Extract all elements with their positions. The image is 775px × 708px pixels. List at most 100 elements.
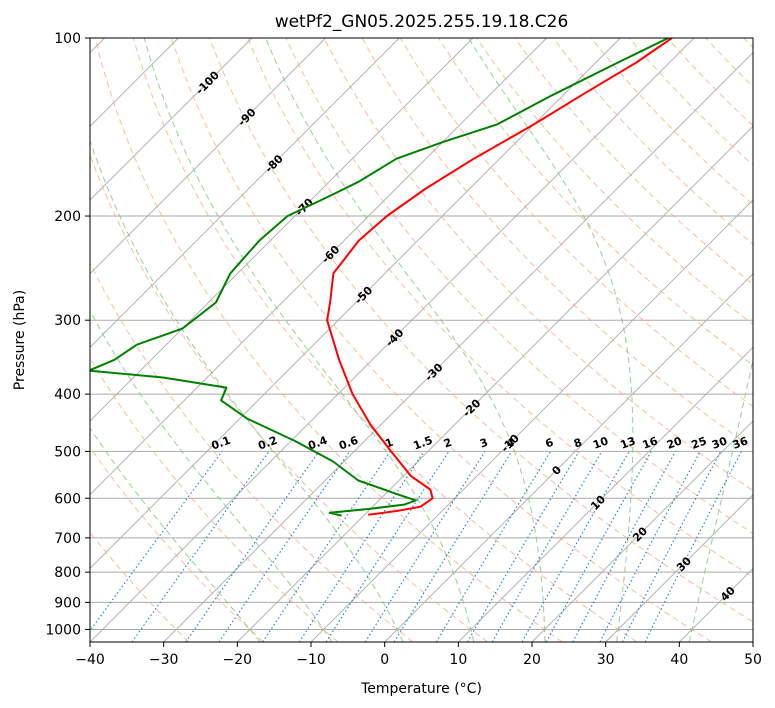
plot-frame: [89, 37, 754, 643]
x-tick-label: 50: [744, 652, 762, 668]
isotherm-label: 40: [718, 584, 738, 604]
isotherm-line: [90, 38, 474, 422]
mixing-ratio-labels: 0.1 0.2 0.4 0.6 1 1.5 2 3 4 6 8 10 13 16 20 25 30 36: [210, 434, 750, 453]
x-axis-label: Temperature (°C): [360, 681, 482, 697]
mixing-ratio-line: [393, 451, 513, 642]
dry-adiabat-line: [90, 531, 190, 642]
mixing-ratio-line: [131, 451, 270, 642]
mixing-ratio-label: 2: [442, 436, 454, 451]
moist-adiabat-line: [143, 38, 475, 642]
dry-adiabat-line: [323, 38, 753, 492]
y-tick-label: 800: [54, 565, 81, 581]
isobar-lines: [90, 38, 753, 630]
isotherm-line: [90, 38, 400, 348]
isotherm-label: 10: [588, 493, 608, 513]
y-tick-label: 100: [54, 31, 81, 47]
isotherm-label: -80: [263, 152, 286, 175]
isotherm-label: -90: [235, 105, 258, 128]
isotherm-label: -20: [460, 396, 483, 419]
dry-adiabat-line: [132, 38, 638, 642]
dry-adiabat-line: [552, 38, 753, 245]
mixing-ratio-line: [644, 451, 742, 642]
mixing-ratio-label: 20: [665, 434, 684, 452]
isotherm-line: [384, 273, 753, 642]
dry-adiabat-line: [590, 38, 753, 206]
dry-adiabat-line: [90, 357, 339, 642]
chart-title: wetPf2_GN05.2025.255.19.18.C26: [275, 12, 569, 32]
isotherm-line: [90, 38, 326, 275]
mixing-ratio-line: [572, 451, 676, 642]
dewpoint-line: [90, 38, 669, 517]
dry-adiabat-line: [90, 261, 414, 642]
y-axis-label: Pressure (hPa): [12, 290, 28, 390]
isotherm-label: -50: [352, 284, 375, 307]
moist-adiabat-line: [265, 38, 546, 642]
mixing-ratio-line: [298, 451, 425, 642]
mixing-ratio-line: [364, 451, 486, 642]
isotherm-line: [310, 199, 753, 642]
isotherm-line: [90, 38, 621, 569]
moist-adiabat-line: [468, 38, 634, 642]
moist-adiabat-line: [90, 309, 333, 642]
mixing-ratio-lines: [90, 451, 742, 642]
mixing-ratio-label: 1: [383, 436, 395, 451]
isotherm-line: [752, 641, 753, 642]
mixing-ratio-line: [90, 451, 223, 632]
mixing-ratio-label: 0.4: [306, 434, 329, 453]
mixing-ratio-line: [218, 451, 351, 642]
mixing-ratio-label: 6: [544, 436, 556, 451]
y-tick-label: 500: [54, 444, 81, 460]
x-axis: −40 −30 −20 −10 0 10 20 30 40 50: [75, 642, 762, 668]
dry-adiabat-line: [209, 38, 753, 623]
isotherm-line: [90, 38, 253, 201]
dry-adiabat-line: [170, 38, 712, 642]
mixing-ratio-line: [325, 451, 450, 642]
isotherm-label: -40: [383, 326, 406, 349]
mixing-ratio-line: [621, 451, 722, 642]
isotherm-label: -100: [193, 68, 222, 97]
isotherm-line: [679, 567, 753, 642]
dry-adiabat-lines: [90, 38, 753, 642]
temperature-line: [326, 38, 673, 516]
mixing-ratio-label: 1.5: [412, 434, 435, 453]
isotherm-line: [163, 52, 753, 642]
y-tick-label: 400: [54, 387, 81, 403]
dry-adiabat-line: [743, 38, 753, 49]
mixing-ratio-line: [185, 451, 320, 642]
isotherm-label: 0: [549, 463, 564, 478]
mixing-ratio-label: 13: [619, 434, 638, 451]
x-tick-label: −20: [223, 652, 253, 668]
isotherm-label: -30: [422, 360, 445, 383]
isotherm-line: [90, 38, 695, 642]
y-tick-label: 300: [54, 313, 81, 329]
x-tick-label: 20: [523, 652, 541, 668]
plot-area: -100-90-80-70-60-50-40-30-20-10010203040…: [90, 38, 753, 642]
dry-adiabat-line: [705, 38, 753, 88]
x-tick-label: 30: [597, 652, 615, 668]
sounding-series: [90, 38, 673, 517]
mixing-ratio-line: [521, 451, 630, 642]
x-tick-label: 10: [449, 652, 467, 668]
moist-adiabat-line: [688, 356, 753, 642]
y-tick-label: 700: [54, 531, 81, 547]
x-tick-label: −10: [296, 652, 326, 668]
mixing-ratio-line: [545, 451, 652, 642]
dry-adiabat-line: [90, 446, 264, 642]
x-tick-label: 0: [380, 652, 389, 668]
isotherm-line: [531, 420, 753, 642]
mixing-ratio-label: 10: [591, 434, 610, 452]
isotherm-line: [90, 38, 547, 496]
moist-adiabat-line: [90, 427, 261, 642]
dry-adiabat-line: [476, 38, 753, 326]
y-tick-label: 200: [54, 209, 81, 225]
x-tick-label: −30: [149, 652, 179, 668]
dry-adiabat-line: [90, 153, 488, 642]
isotherm-line: [458, 346, 753, 642]
dry-adiabat-line: [514, 38, 753, 285]
mixing-ratio-label: 4: [505, 436, 517, 451]
dry-adiabat-line: [437, 38, 753, 366]
dry-adiabat-line: [285, 38, 753, 535]
y-tick-label: 600: [54, 491, 81, 507]
mixing-ratio-line: [262, 451, 391, 642]
